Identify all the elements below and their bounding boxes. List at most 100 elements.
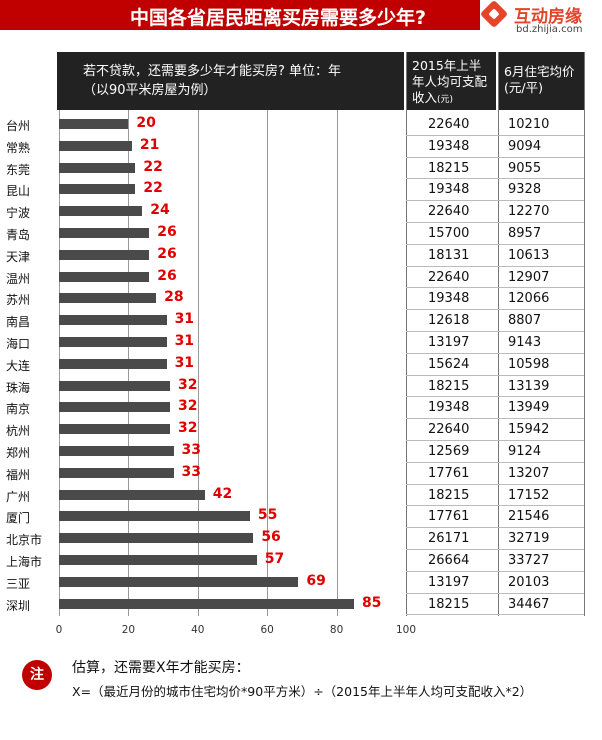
bar — [59, 337, 167, 347]
logo-url: bd.zhijia.com — [516, 24, 583, 35]
table-row-divider — [406, 331, 584, 332]
header-question-line1: 若不贷款，还需要多少年才能买房? 单位：年 — [83, 64, 342, 79]
income-cell: 22640 — [428, 117, 470, 132]
bar — [59, 271, 150, 282]
price-cell: 8957 — [508, 226, 542, 241]
category-label: 北京市 — [6, 533, 43, 548]
data-label: 26 — [157, 267, 177, 284]
table-row-divider — [406, 418, 584, 420]
header-income-line2: 年人均可支配 — [412, 74, 488, 89]
price-cell: 9143 — [508, 335, 542, 350]
note-line1: 估算，还需要X年才能买房： — [72, 660, 250, 676]
bar — [59, 140, 132, 151]
income-cell: 13197 — [428, 574, 470, 590]
income-cell: 22640 — [428, 204, 470, 220]
income-cell: 26171 — [428, 531, 470, 547]
category-label: 大连 — [6, 358, 31, 373]
price-cell: 15942 — [508, 422, 550, 438]
price-cell: 10613 — [508, 247, 550, 263]
table-row-divider — [406, 527, 584, 529]
table-row-divider — [406, 570, 584, 572]
x-tick-label: 60 — [260, 624, 274, 636]
data-label: 33 — [181, 463, 201, 480]
income-cell: 18131 — [428, 247, 470, 263]
header-price-line1: 6月住宅均价 — [504, 64, 575, 79]
data-label: 22 — [143, 158, 163, 175]
data-label: 42 — [212, 485, 233, 502]
bar — [59, 119, 129, 129]
table-row-divider — [406, 156, 584, 158]
price-cell: 10210 — [508, 117, 550, 132]
income-cell: 18215 — [428, 487, 470, 503]
income-cell: 15700 — [428, 226, 470, 241]
table-row-divider — [406, 549, 584, 550]
data-label: 55 — [257, 507, 278, 524]
x-tick-label: 40 — [191, 624, 205, 636]
table-row-divider — [406, 265, 584, 267]
category-label: 青岛 — [6, 228, 31, 242]
table-row-divider — [406, 243, 584, 245]
category-label: 上海市 — [6, 555, 43, 569]
bar — [59, 184, 136, 195]
price-cell: 21546 — [508, 509, 550, 525]
data-label: 32 — [178, 376, 198, 393]
x-tick-label: 20 — [121, 624, 136, 636]
price-cell: 10598 — [508, 356, 550, 372]
category-label: 昆山 — [6, 184, 31, 199]
price-cell: 9055 — [508, 160, 542, 176]
bar — [59, 467, 174, 478]
bar — [59, 228, 150, 238]
category-label: 福州 — [6, 467, 31, 482]
bar — [59, 293, 157, 304]
price-cell: 9094 — [508, 138, 542, 154]
table-row-divider — [406, 352, 584, 354]
data-label: 57 — [264, 551, 285, 567]
table-row-divider — [406, 396, 584, 398]
bar — [59, 206, 143, 217]
price-cell: 13139 — [508, 378, 550, 394]
income-cell: 19348 — [428, 138, 470, 154]
data-label: 69 — [306, 572, 326, 589]
data-label: 31 — [174, 311, 195, 328]
bar — [59, 511, 250, 522]
category-label: 南昌 — [6, 315, 31, 330]
gridline — [336, 110, 338, 616]
category-label: 海口 — [6, 337, 31, 351]
data-label: 32 — [178, 398, 198, 415]
category-label: 台州 — [6, 119, 31, 133]
note-badge: 注 — [22, 660, 52, 690]
data-label: 28 — [164, 289, 184, 306]
bar — [59, 162, 136, 173]
logo-name: 互动房缘 — [514, 7, 582, 27]
table-row-divider — [406, 222, 584, 223]
header-price: 6月住宅均价 (元/平) — [498, 52, 584, 110]
category-label: 厦门 — [6, 511, 31, 526]
header-income-line1: 2015年上半 — [412, 58, 482, 73]
table-row-divider — [406, 440, 584, 441]
data-label: 26 — [157, 224, 177, 240]
data-label: 32 — [178, 420, 198, 437]
bar — [59, 380, 171, 391]
income-cell: 22640 — [428, 269, 470, 285]
table-divider — [498, 52, 499, 616]
site-logo: 互动房缘 bd.zhijia.com — [479, 0, 602, 40]
income-cell: 18215 — [428, 160, 470, 176]
income-cell: 22640 — [428, 422, 470, 438]
table-row-divider — [406, 309, 584, 311]
category-label: 郑州 — [6, 446, 31, 460]
bar — [59, 598, 354, 609]
category-label: 深圳 — [6, 598, 31, 613]
price-cell: 12066 — [508, 291, 550, 307]
table-row-divider — [406, 287, 584, 289]
category-label: 苏州 — [6, 293, 31, 308]
data-label: 26 — [157, 245, 177, 262]
header-income-line3: 收入 — [412, 90, 438, 105]
table-row-divider — [406, 505, 584, 507]
price-cell: 8807 — [508, 313, 542, 329]
table-divider — [406, 52, 407, 616]
bar — [59, 402, 171, 413]
income-cell: 18215 — [428, 596, 470, 612]
data-label: 56 — [261, 529, 281, 546]
page-title: 中国各省居民距离买房需要多少年? — [130, 7, 427, 29]
income-cell: 19348 — [428, 400, 470, 416]
